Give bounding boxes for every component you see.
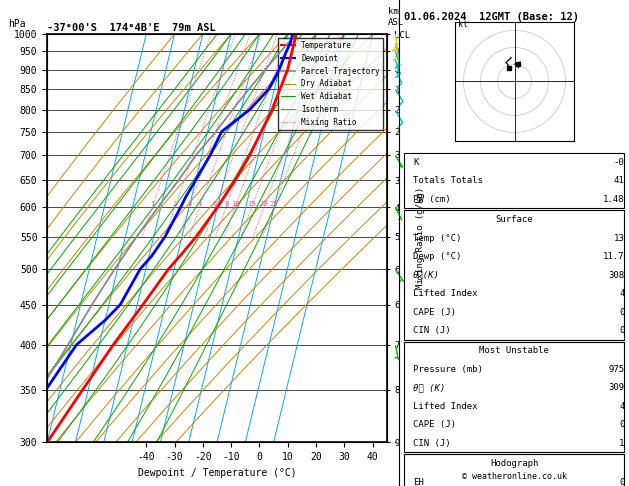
Text: Temp (°C): Temp (°C) — [413, 234, 462, 243]
Text: 0: 0 — [619, 420, 625, 429]
Text: 975: 975 — [608, 365, 625, 374]
Bar — [404, 454, 625, 486]
Text: 4: 4 — [619, 289, 625, 298]
Text: PW (cm): PW (cm) — [413, 195, 451, 204]
Text: 4: 4 — [198, 201, 202, 207]
Text: CIN (J): CIN (J) — [413, 326, 451, 335]
Text: 10: 10 — [231, 201, 239, 207]
Text: θᴇ (K): θᴇ (K) — [413, 383, 445, 392]
Bar — [404, 342, 625, 452]
Text: 2: 2 — [173, 201, 177, 207]
Text: -37°00'S  174°4B'E  79m ASL: -37°00'S 174°4B'E 79m ASL — [47, 23, 216, 33]
Text: 308: 308 — [608, 271, 625, 279]
Legend: Temperature, Dewpoint, Parcel Trajectory, Dry Adiabat, Wet Adiabat, Isotherm, Mi: Temperature, Dewpoint, Parcel Trajectory… — [279, 38, 383, 130]
Text: -0: -0 — [614, 158, 625, 167]
Text: 3: 3 — [187, 201, 191, 207]
Text: 4: 4 — [619, 402, 625, 411]
Text: 01.06.2024  12GMT (Base: 12): 01.06.2024 12GMT (Base: 12) — [404, 12, 579, 22]
Text: CAPE (J): CAPE (J) — [413, 420, 456, 429]
Text: 1: 1 — [150, 201, 154, 207]
Text: θᴇ(K): θᴇ(K) — [413, 271, 440, 279]
Text: © weatheronline.co.uk: © weatheronline.co.uk — [462, 472, 567, 481]
Text: 309: 309 — [608, 383, 625, 392]
Text: 0: 0 — [619, 308, 625, 316]
Text: Lifted Index: Lifted Index — [413, 402, 477, 411]
Text: Most Unstable: Most Unstable — [479, 347, 549, 355]
Text: 11.7: 11.7 — [603, 252, 625, 261]
Bar — [404, 210, 625, 340]
Text: Dewp (°C): Dewp (°C) — [413, 252, 462, 261]
Text: Surface: Surface — [496, 215, 533, 224]
Text: 25: 25 — [269, 201, 278, 207]
Text: 0: 0 — [619, 326, 625, 335]
Text: Hodograph: Hodograph — [490, 459, 538, 468]
Text: 6: 6 — [213, 201, 217, 207]
Y-axis label: Mixing Ratio (g/kg): Mixing Ratio (g/kg) — [416, 187, 425, 289]
Text: Lifted Index: Lifted Index — [413, 289, 477, 298]
Text: 1.48: 1.48 — [603, 195, 625, 204]
Text: km
ASL: km ASL — [388, 7, 404, 27]
Bar — [404, 153, 625, 208]
Text: Totals Totals: Totals Totals — [413, 176, 483, 185]
Text: K: K — [413, 158, 418, 167]
Text: 15: 15 — [247, 201, 256, 207]
Text: 0: 0 — [619, 478, 625, 486]
Text: 8: 8 — [224, 201, 228, 207]
Text: Pressure (mb): Pressure (mb) — [413, 365, 483, 374]
Text: 1: 1 — [619, 439, 625, 448]
Text: EH: EH — [413, 478, 424, 486]
Text: kt: kt — [459, 20, 469, 29]
Text: 20: 20 — [260, 201, 268, 207]
Text: CAPE (J): CAPE (J) — [413, 308, 456, 316]
Text: hPa: hPa — [8, 19, 26, 29]
Text: CIN (J): CIN (J) — [413, 439, 451, 448]
Text: 13: 13 — [614, 234, 625, 243]
X-axis label: Dewpoint / Temperature (°C): Dewpoint / Temperature (°C) — [138, 468, 296, 478]
Text: 41: 41 — [614, 176, 625, 185]
